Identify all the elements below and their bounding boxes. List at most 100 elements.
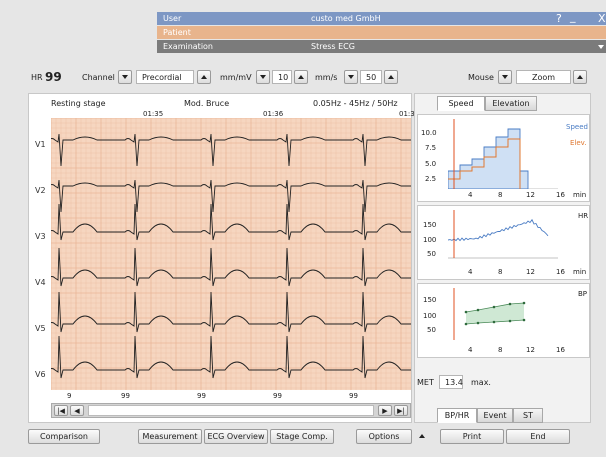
mouse-label: Mouse <box>468 73 494 82</box>
minimize-button[interactable]: _ <box>570 10 576 23</box>
zoom-value: Zoom <box>531 72 556 82</box>
beat-label: 99 <box>197 392 206 400</box>
unit-label: min <box>573 268 587 276</box>
bp-point <box>476 321 480 325</box>
precordial-select[interactable]: Precordial <box>136 70 194 84</box>
mms-up-button[interactable] <box>384 70 398 84</box>
xtick: 16 <box>556 346 565 354</box>
print-label: Print <box>462 432 482 441</box>
speed-chart: 10.0 7.5 5.0 2.5 Speed Elev. 4 8 12 16 m… <box>417 114 590 202</box>
chevron-down-icon[interactable] <box>598 44 604 49</box>
xtick: 4 <box>468 268 473 276</box>
speed-plot[interactable] <box>448 119 558 189</box>
tab-elevation[interactable]: Elevation <box>485 96 537 111</box>
mmmv-value-field[interactable]: 10 <box>272 70 292 84</box>
ytick: 150 <box>423 296 437 304</box>
bp-point <box>464 322 468 326</box>
chevron-up-icon <box>298 75 304 79</box>
print-button[interactable]: Print <box>440 429 504 444</box>
ecg-trace-v3 <box>51 203 411 241</box>
scroll-next-button[interactable]: ▶ <box>378 405 392 416</box>
tab-speed[interactable]: Speed <box>437 96 485 111</box>
ecg-overview-button[interactable]: ECG Overview <box>204 429 268 444</box>
tab-st[interactable]: ST <box>513 408 543 423</box>
zoom-up-button[interactable] <box>573 70 587 84</box>
scroll-thumb[interactable] <box>88 405 374 416</box>
user-value: custo med GmbH <box>311 14 381 23</box>
mmmv-down-button[interactable] <box>256 70 270 84</box>
ytick: 50 <box>427 326 436 334</box>
tab-elevation-label: Elevation <box>492 99 530 108</box>
tab-event[interactable]: Event <box>477 408 513 423</box>
chevron-down-icon <box>502 75 508 79</box>
beat-label: 99 <box>349 392 358 400</box>
examination-row[interactable]: Examination Stress ECG <box>157 40 606 53</box>
user-row: User custo med GmbH <box>157 12 606 25</box>
scroll-last-button[interactable]: ▶| <box>394 405 408 416</box>
hr-series <box>448 218 549 242</box>
tab-bp-hr[interactable]: BP/HR <box>437 408 477 423</box>
tab-speed-label: Speed <box>448 99 474 108</box>
comparison-button[interactable]: Comparison <box>28 429 100 444</box>
chevron-up-icon <box>577 75 583 79</box>
met-value: 13.4 <box>445 377 463 387</box>
stage-comp-button[interactable]: Stage Comp. <box>270 429 334 444</box>
bp-plot[interactable] <box>448 288 558 343</box>
ecg-trace-v4 <box>51 247 411 287</box>
options-up-icon[interactable] <box>419 431 425 440</box>
hr-plot[interactable] <box>448 210 558 265</box>
trend-panel: Speed Elevation 10.0 7.5 5.0 2.5 Speed E… <box>414 93 591 423</box>
close-button[interactable]: X <box>598 12 606 25</box>
time-label: 01:3 <box>399 110 415 118</box>
mms-value-field[interactable]: 50 <box>360 70 382 84</box>
hr-value: 99 <box>45 70 62 84</box>
stage-label: Resting stage <box>51 99 106 108</box>
beat-label: 9 <box>67 392 72 400</box>
ytick: 10.0 <box>421 129 437 137</box>
options-label: Options <box>368 432 400 441</box>
scroll-prev-button[interactable]: ◀ <box>70 405 84 416</box>
user-label: User <box>163 14 182 23</box>
scroll-first-button[interactable]: |◀ <box>54 405 68 416</box>
tab-bp-hr-label: BP/HR <box>444 411 470 420</box>
help-button[interactable]: ? <box>556 12 562 25</box>
legend-speed: Speed <box>566 123 588 131</box>
ecg-trace-v6 <box>51 335 411 379</box>
mmmv-up-button[interactable] <box>294 70 308 84</box>
ecg-trace-v1 <box>51 133 411 167</box>
channel-dropdown-button[interactable] <box>118 70 132 84</box>
bp-point <box>522 301 526 305</box>
chevron-down-icon <box>260 75 266 79</box>
measurement-label: Measurement <box>142 432 198 441</box>
ecg-grid[interactable] <box>51 118 411 390</box>
lead-label-v3: V3 <box>35 232 46 241</box>
xtick: 12 <box>526 346 535 354</box>
mmmv-value: 10 <box>278 72 289 82</box>
mouse-dropdown-button[interactable] <box>498 70 512 84</box>
ecg-lead-labels: V1 V2 V3 V4 V5 V6 <box>29 118 51 390</box>
options-button[interactable]: Options <box>356 429 412 444</box>
ecg-scrollbar[interactable]: |◀ ◀ ▶ ▶| <box>51 403 411 418</box>
chevron-up-icon <box>388 75 394 79</box>
bp-label: BP <box>578 290 588 298</box>
bp-point <box>464 310 468 314</box>
speed-series <box>448 128 529 189</box>
ytick: 100 <box>423 236 437 244</box>
xtick: 12 <box>526 268 535 276</box>
protocol-label: Mod. Bruce <box>184 99 230 108</box>
bp-point <box>492 305 496 309</box>
patient-row[interactable]: Patient <box>157 26 606 39</box>
lead-label-v2: V2 <box>35 186 46 195</box>
chevron-down-icon <box>348 75 354 79</box>
lead-label-v4: V4 <box>35 278 46 287</box>
measurement-button[interactable]: Measurement <box>138 429 202 444</box>
xtick: 8 <box>498 346 503 354</box>
precordial-value: Precordial <box>142 72 182 82</box>
beat-labels: 9 99 99 99 99 <box>51 392 411 402</box>
mms-down-button[interactable] <box>344 70 358 84</box>
zoom-select[interactable]: Zoom <box>516 70 571 84</box>
precordial-up-button[interactable] <box>197 70 211 84</box>
end-button[interactable]: End <box>506 429 570 444</box>
met-label: MET <box>417 378 434 387</box>
unit-label: min <box>573 191 587 199</box>
